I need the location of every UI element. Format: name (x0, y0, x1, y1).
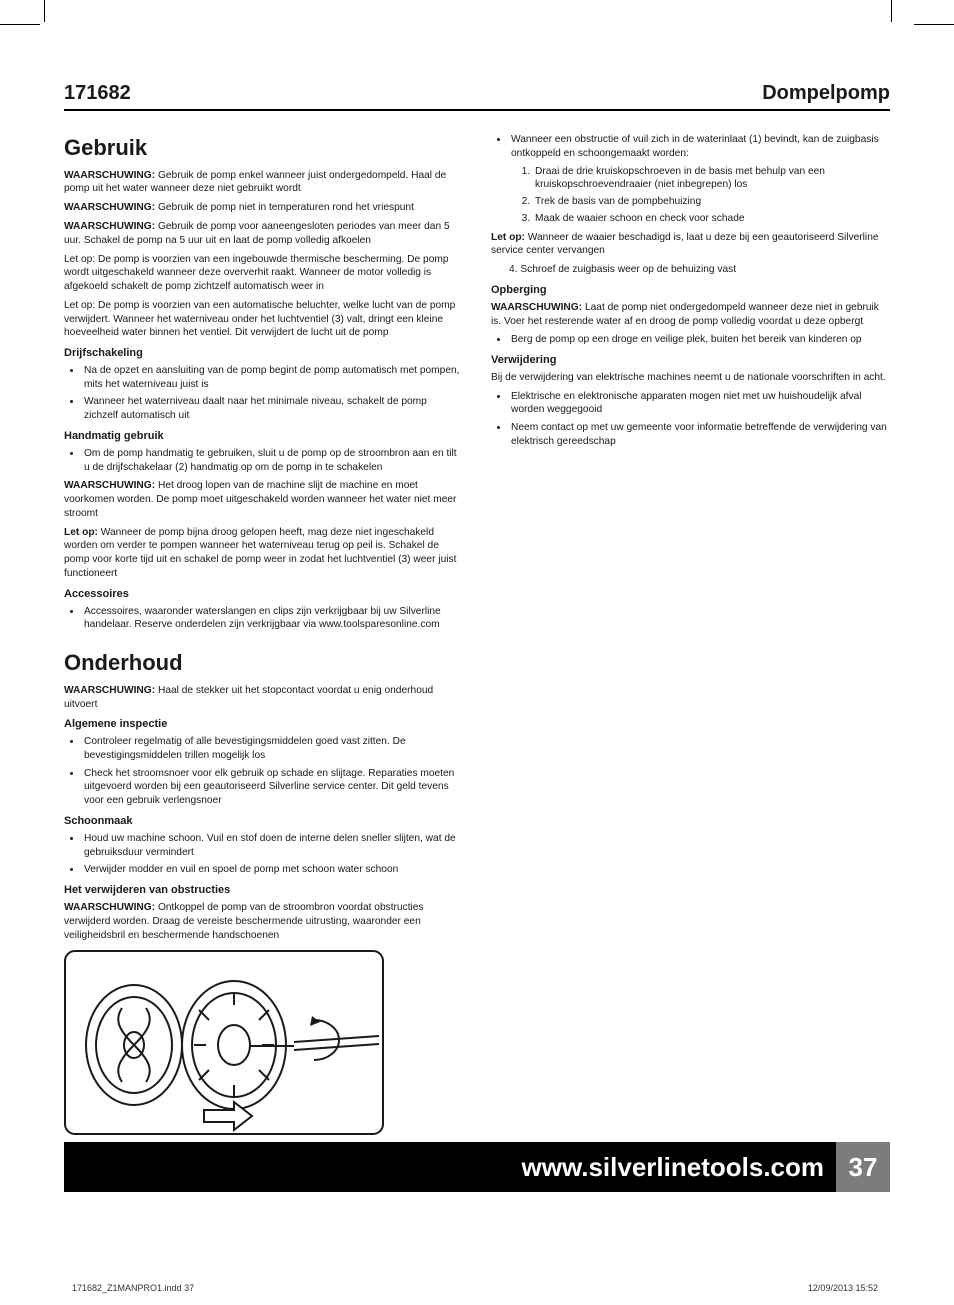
list-item: Accessoires, waaronder waterslangen en c… (82, 605, 463, 633)
bullet-list: Elektrische en elektronische apparaten m… (491, 390, 890, 449)
bullet-list: Accessoires, waaronder waterslangen en c… (64, 605, 463, 633)
subsection-title: Opberging (491, 283, 890, 298)
warning-label: WAARSCHUWING: (64, 221, 155, 232)
warning-label: WAARSCHUWING: (64, 685, 155, 696)
bullet-list: Wanneer een obstructie of vuil zich in d… (491, 133, 890, 226)
warning-label: WAARSCHUWING: (64, 480, 155, 491)
footer-url: www.silverlinetools.com (522, 1152, 824, 1183)
warning-paragraph: WAARSCHUWING: Het droog lopen van de mac… (64, 479, 463, 520)
product-code: 171682 (64, 82, 131, 105)
list-continuation: 4. Schroef de zuigbasis weer op de behui… (491, 263, 890, 277)
list-item: Wanneer het waterniveau daalt naar het m… (82, 395, 463, 423)
bullet-list: Om de pomp handmatig te gebruiken, sluit… (64, 447, 463, 475)
list-item: Check het stroomsnoer voor elk gebruik o… (82, 767, 463, 808)
warning-label: WAARSCHUWING: (64, 202, 155, 213)
warning-paragraph: WAARSCHUWING: Gebruik de pomp enkel wann… (64, 169, 463, 197)
list-item: Wanneer een obstructie of vuil zich in d… (509, 133, 890, 226)
subsection-title: Het verwijderen van obstructies (64, 883, 463, 898)
warning-paragraph: WAARSCHUWING: Ontkoppel de pomp van de s… (64, 901, 463, 942)
note-paragraph: Let op: Wanneer de waaier beschadigd is,… (491, 231, 890, 259)
bullet-list: Controleer regelmatig of alle bevestigin… (64, 735, 463, 808)
list-item-text: Wanneer een obstructie of vuil zich in d… (511, 134, 879, 159)
footer-bar: www.silverlinetools.com 37 (64, 1142, 890, 1192)
list-item: Draai de drie kruiskopschroeven in de ba… (533, 165, 890, 193)
note-text: Wanneer de waaier beschadigd is, laat u … (491, 232, 879, 257)
list-item: Houd uw machine schoon. Vuil en stof doe… (82, 832, 463, 860)
subsection-title: Accessoires (64, 587, 463, 602)
crop-mark (891, 0, 892, 22)
list-item: Om de pomp handmatig te gebruiken, sluit… (82, 447, 463, 475)
page-header: 171682 Dompelpomp (64, 48, 890, 111)
warning-paragraph: WAARSCHUWING: Haal de stekker uit het st… (64, 684, 463, 712)
pump-base-illustration (64, 950, 463, 1140)
warning-text: Gebruik de pomp niet in temperaturen ron… (155, 202, 414, 213)
list-item: Trek de basis van de pompbehuizing (533, 195, 890, 209)
section-title-onderhoud: Onderhoud (64, 648, 463, 678)
crop-mark (914, 24, 954, 25)
list-item: Berg de pomp op een droge en veilige ple… (509, 333, 890, 347)
subsection-title: Verwijdering (491, 353, 890, 368)
subsection-title: Algemene inspectie (64, 717, 463, 732)
bullet-list: Berg de pomp op een droge en veilige ple… (491, 333, 890, 347)
subsection-title: Handmatig gebruik (64, 429, 463, 444)
warning-paragraph: WAARSCHUWING: Gebruik de pomp niet in te… (64, 201, 463, 215)
list-item: Elektrische en elektronische apparaten m… (509, 390, 890, 418)
list-item: Na de opzet en aansluiting van de pomp b… (82, 364, 463, 392)
warning-paragraph: WAARSCHUWING: Gebruik de pomp voor aanee… (64, 220, 463, 248)
subsection-title: Drijfschakeling (64, 346, 463, 361)
ordered-list: Draai de drie kruiskopschroeven in de ba… (511, 165, 890, 226)
list-item: Verwijder modder en vuil en spoel de pom… (82, 863, 463, 877)
print-metadata-file: 171682_Z1MANPRO1.indd 37 (72, 1283, 194, 1293)
note-paragraph: Let op: De pomp is voorzien van een auto… (64, 299, 463, 340)
product-name: Dompelpomp (762, 82, 890, 105)
crop-mark (0, 24, 40, 25)
left-column: Gebruik WAARSCHUWING: Gebruik de pomp en… (64, 133, 463, 1140)
print-metadata-timestamp: 12/09/2013 15:52 (808, 1283, 878, 1293)
list-item: Controleer regelmatig of alle bevestigin… (82, 735, 463, 763)
warning-label: WAARSCHUWING: (64, 902, 155, 913)
bullet-list: Na de opzet en aansluiting van de pomp b… (64, 364, 463, 423)
subsection-title: Schoonmaak (64, 814, 463, 829)
list-item: Neem contact op met uw gemeente voor inf… (509, 421, 890, 449)
note-text: Wanneer de pomp bijna droog gelopen heef… (64, 527, 456, 579)
list-item: Maak de waaier schoon en check voor scha… (533, 212, 890, 226)
warning-label: WAARSCHUWING: (491, 302, 582, 313)
warning-paragraph: WAARSCHUWING: Laat de pomp niet onderged… (491, 301, 890, 329)
note-paragraph: Let op: Wanneer de pomp bijna droog gelo… (64, 526, 463, 581)
note-label: Let op: (64, 527, 98, 538)
page-container: 171682 Dompelpomp Gebruik WAARSCHUWING: … (64, 48, 890, 1248)
note-label: Let op: (491, 232, 525, 243)
section-title-gebruik: Gebruik (64, 133, 463, 163)
warning-label: WAARSCHUWING: (64, 170, 155, 181)
content-columns: Gebruik WAARSCHUWING: Gebruik de pomp en… (64, 133, 890, 1140)
page-number: 37 (836, 1142, 890, 1192)
note-paragraph: Let op: De pomp is voorzien van een inge… (64, 253, 463, 294)
crop-mark (44, 0, 45, 22)
bullet-list: Houd uw machine schoon. Vuil en stof doe… (64, 832, 463, 877)
right-column: Wanneer een obstructie of vuil zich in d… (491, 133, 890, 1140)
body-paragraph: Bij de verwijdering van elektrische mach… (491, 371, 890, 385)
